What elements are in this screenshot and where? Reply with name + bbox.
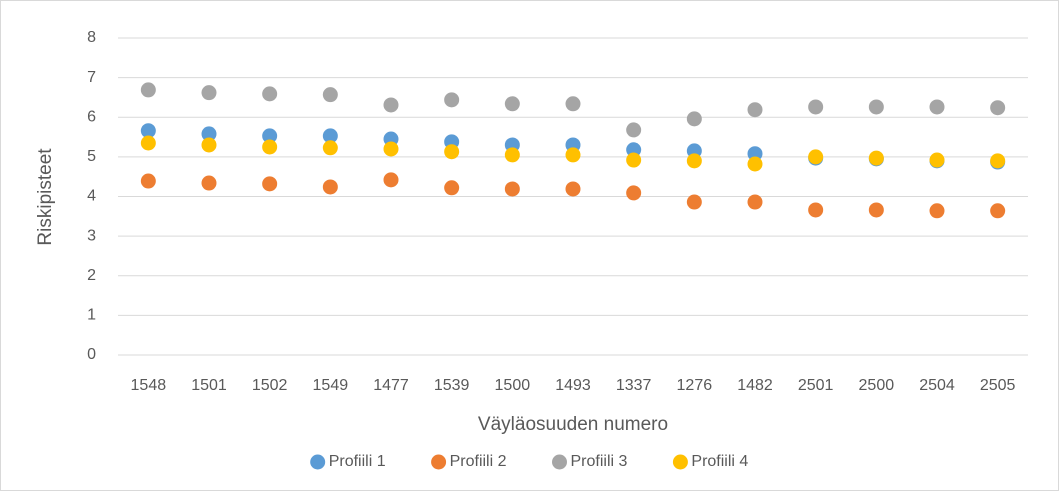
- x-tick-label: 2501: [798, 377, 834, 394]
- point: [322, 87, 338, 103]
- point: [504, 96, 520, 112]
- point: [929, 203, 945, 219]
- point: [626, 185, 642, 201]
- point: [262, 139, 278, 155]
- point: [565, 147, 581, 163]
- point: [747, 194, 763, 210]
- point: [626, 142, 642, 158]
- legend-marker: [552, 454, 567, 470]
- point: [140, 173, 156, 189]
- point: [444, 144, 460, 160]
- point: [201, 85, 217, 101]
- point: [747, 156, 763, 172]
- point: [140, 82, 156, 98]
- legend-marker: [431, 454, 447, 470]
- x-tick-label: 1477: [373, 377, 409, 394]
- y-tick-label: 3: [87, 227, 96, 244]
- point: [626, 122, 642, 138]
- y-tick-label: 2: [87, 267, 96, 284]
- point: [868, 202, 884, 218]
- point: [504, 181, 520, 197]
- y-axis-title: Riskipisteet: [35, 148, 56, 246]
- y-tick-label: 0: [87, 346, 96, 363]
- point: [808, 99, 824, 115]
- point: [140, 123, 156, 139]
- point: [504, 147, 520, 163]
- point: [686, 153, 702, 169]
- point: [686, 194, 702, 210]
- x-tick-label: 1276: [677, 377, 713, 394]
- point: [929, 99, 945, 115]
- y-tick-label: 5: [87, 148, 96, 165]
- x-tick-label: 2504: [919, 377, 955, 394]
- point: [929, 152, 945, 168]
- y-tick-label: 4: [87, 188, 96, 205]
- point: [565, 96, 581, 112]
- point: [262, 176, 278, 192]
- legend-marker: [672, 454, 688, 470]
- x-tick-label: 1482: [737, 377, 773, 394]
- x-tick-label: 1337: [616, 377, 652, 394]
- point: [383, 97, 399, 113]
- x-tick-label: 1493: [555, 377, 591, 394]
- y-tick-label: 6: [87, 108, 96, 125]
- point: [868, 150, 884, 166]
- legend-label: Profiili 1: [329, 453, 386, 470]
- point: [868, 99, 884, 115]
- point: [686, 111, 702, 127]
- point: [383, 172, 399, 188]
- point: [444, 180, 460, 196]
- point: [383, 141, 399, 157]
- point: [990, 203, 1006, 219]
- point: [322, 140, 338, 156]
- legend-marker: [310, 454, 326, 470]
- point: [808, 149, 824, 165]
- y-tick-label: 8: [87, 29, 96, 46]
- x-tick-label: 1501: [191, 377, 227, 394]
- x-tick-label: 1539: [434, 377, 470, 394]
- point: [262, 128, 278, 144]
- point: [444, 92, 460, 108]
- point: [201, 137, 217, 153]
- x-tick-label: 1500: [495, 377, 531, 394]
- y-tick-label: 7: [87, 69, 96, 86]
- x-tick-label: 2505: [980, 377, 1016, 394]
- point: [747, 102, 763, 118]
- x-tick-label: 2500: [859, 377, 895, 394]
- point: [262, 86, 278, 102]
- point: [140, 135, 156, 151]
- x-axis-title: Väyläosuuden numero: [478, 414, 668, 435]
- point: [201, 126, 217, 142]
- x-tick-label: 1502: [252, 377, 288, 394]
- point: [747, 146, 763, 162]
- point: [565, 181, 581, 197]
- legend-label: Profiili 2: [450, 453, 507, 470]
- legend-label: Profiili 3: [571, 453, 628, 470]
- legend-label: Profiili 4: [691, 453, 748, 470]
- x-tick-label: 1549: [313, 377, 349, 394]
- point: [322, 179, 338, 195]
- point: [808, 202, 824, 218]
- point: [990, 100, 1006, 116]
- point: [322, 128, 338, 144]
- x-tick-label: 1548: [131, 377, 167, 394]
- point: [990, 153, 1006, 169]
- y-tick-label: 1: [87, 307, 96, 324]
- point: [626, 152, 642, 168]
- point: [201, 175, 217, 191]
